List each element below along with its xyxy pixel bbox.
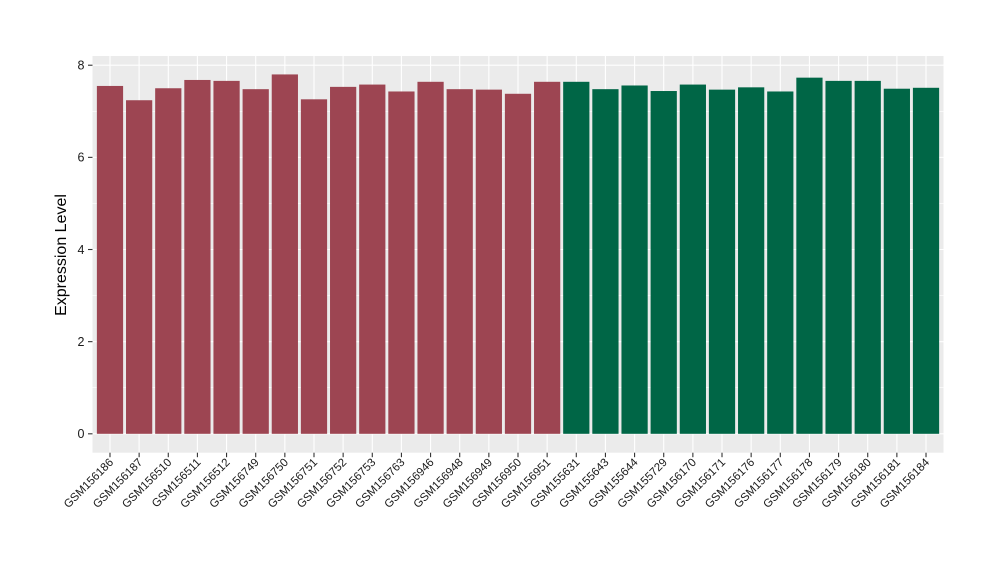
- y-tick-label: 2: [78, 335, 85, 349]
- y-tick-label: 6: [78, 151, 85, 165]
- bar: [330, 86, 357, 434]
- bar: [417, 81, 444, 434]
- bar: [883, 88, 910, 434]
- bar: [96, 85, 124, 434]
- bar: [738, 87, 765, 434]
- bar: [767, 91, 794, 434]
- y-tick-label: 0: [78, 427, 85, 441]
- bar: [155, 88, 182, 434]
- bar: [359, 84, 386, 434]
- y-tick-label: 8: [78, 59, 85, 73]
- bar: [796, 77, 823, 434]
- bar: [213, 80, 240, 434]
- bar: [446, 89, 473, 434]
- bar: [271, 74, 298, 434]
- bar: [825, 80, 852, 434]
- bar: [679, 84, 706, 434]
- x-tick-label: GSM156186: [62, 457, 116, 511]
- bar: [475, 89, 502, 434]
- bar: [912, 87, 940, 434]
- bar: [184, 79, 211, 434]
- bar: [300, 99, 328, 434]
- y-axis-title: Expression Level: [53, 194, 70, 316]
- bar: [854, 80, 881, 434]
- bar: [126, 100, 153, 434]
- bar: [534, 81, 561, 434]
- bar: [388, 91, 415, 434]
- bar: [592, 89, 619, 434]
- bar: [650, 91, 677, 434]
- bar: [504, 93, 532, 434]
- bar: [708, 89, 736, 434]
- y-tick-label: 4: [78, 243, 85, 257]
- bar: [621, 85, 648, 434]
- bar: [242, 89, 269, 434]
- bar: [563, 81, 590, 434]
